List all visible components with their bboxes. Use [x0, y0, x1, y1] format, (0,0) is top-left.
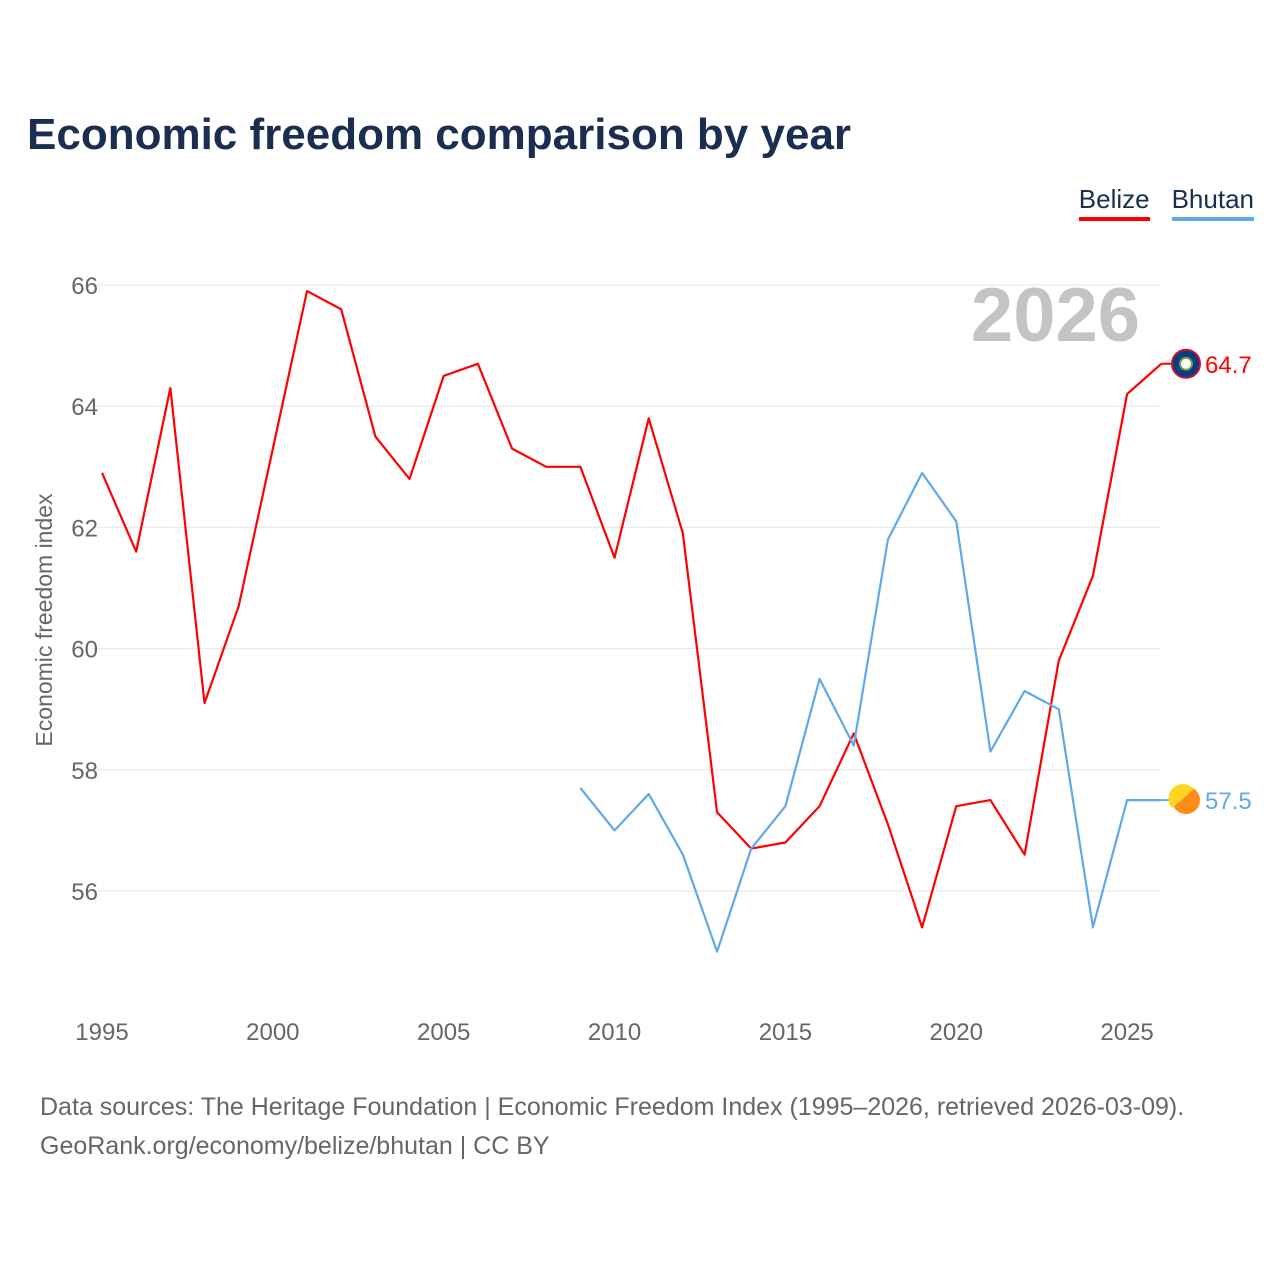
y-axis-label: Economic freedom index — [31, 493, 57, 747]
legend-bhutan[interactable]: Bhutan — [1171, 184, 1254, 221]
y-tick-label: 60 — [71, 637, 98, 664]
year-watermark: 2026 — [971, 273, 1140, 358]
series-line-belize — [100, 289, 1162, 929]
source-note: Data sources: The Heritage Foundation | … — [40, 1088, 1184, 1166]
chart-title: Economic freedom comparison by year — [27, 110, 852, 159]
y-tick-label: 58 — [71, 758, 98, 785]
end-value-label: 57.5 — [1205, 788, 1252, 815]
y-tick-label: 66 — [71, 273, 98, 300]
x-tick-label: 2005 — [417, 1019, 470, 1046]
x-tick-label: 1995 — [75, 1019, 128, 1046]
source-line-2[interactable]: GeoRank.org/economy/belize/bhutan | CC B… — [40, 1132, 550, 1160]
belize-flag-emblem — [1179, 356, 1193, 371]
bhutan-flag-yellow — [1168, 784, 1194, 809]
y-tick-label: 62 — [71, 515, 98, 542]
y-tick-label: 64 — [71, 394, 98, 421]
x-tick-label: 2010 — [588, 1019, 641, 1046]
legend: Belize Bhutan — [1078, 184, 1254, 221]
x-tick-label: 2015 — [759, 1019, 812, 1046]
x-tick-label: 2020 — [930, 1019, 983, 1046]
y-tick-label: 56 — [71, 879, 98, 906]
x-tick-label: 2025 — [1100, 1019, 1153, 1046]
series-line-bhutan — [579, 471, 1162, 953]
source-line-1: Data sources: The Heritage Foundation | … — [40, 1093, 1185, 1121]
end-value-label: 64.7 — [1205, 352, 1252, 379]
legend-belize[interactable]: Belize — [1078, 184, 1150, 221]
x-tick-label: 2000 — [246, 1019, 299, 1046]
